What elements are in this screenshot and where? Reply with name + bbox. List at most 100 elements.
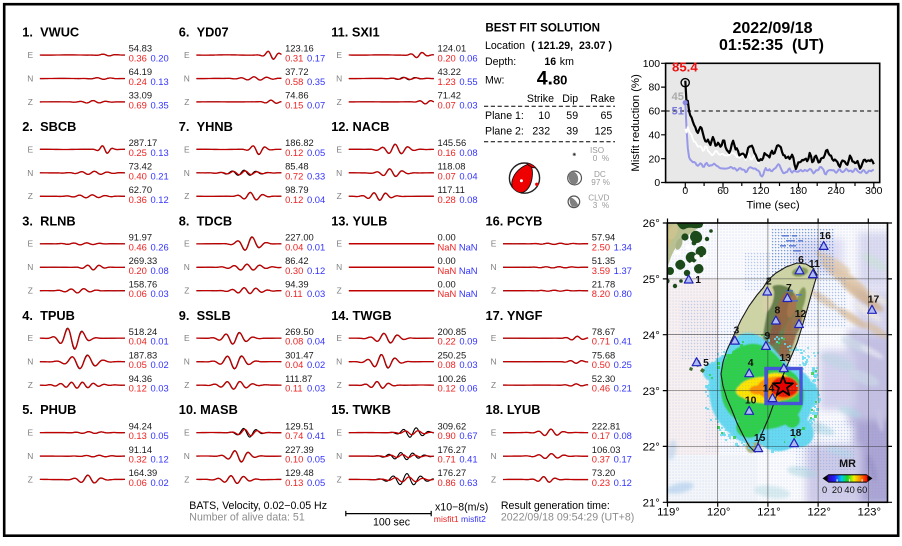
svg-text:N: N: [490, 357, 496, 367]
svg-text:0.12: 0.12: [150, 194, 168, 205]
svg-text:0.09: 0.09: [459, 336, 477, 347]
svg-text:BEST FIT SOLUTION: BEST FIT SOLUTION: [485, 21, 600, 34]
svg-text:10. MASB: 10. MASB: [179, 402, 238, 417]
svg-text:62.70: 62.70: [129, 184, 152, 195]
svg-text:E: E: [491, 239, 497, 249]
svg-text:17: 17: [868, 295, 880, 306]
svg-text:Z: Z: [337, 286, 342, 296]
svg-text:N: N: [490, 262, 496, 272]
svg-text:0.06: 0.06: [459, 53, 477, 64]
svg-text:158.76: 158.76: [129, 278, 158, 289]
svg-text:0.41: 0.41: [307, 430, 325, 441]
svg-text:0.12: 0.12: [307, 265, 325, 276]
svg-text:176.27: 176.27: [438, 444, 467, 455]
svg-text:0.15: 0.15: [285, 99, 303, 110]
svg-text:0.35: 0.35: [307, 76, 325, 87]
svg-text:Plane 1:: Plane 1:: [485, 110, 524, 122]
svg-text:14. TWGB: 14. TWGB: [331, 308, 391, 323]
svg-text:10: 10: [538, 110, 550, 122]
svg-text:0.46: 0.46: [129, 241, 147, 252]
svg-text:0.04: 0.04: [285, 241, 303, 252]
svg-text:20: 20: [832, 485, 842, 495]
svg-text:E: E: [28, 144, 34, 154]
svg-text:0: 0: [682, 186, 688, 197]
svg-text:8: 8: [775, 305, 781, 316]
svg-text:N: N: [336, 451, 342, 461]
svg-text:91.97: 91.97: [129, 232, 152, 243]
svg-text:Mw:: Mw:: [485, 74, 504, 86]
svg-text:0.02: 0.02: [307, 359, 325, 370]
svg-text:Strike: Strike: [527, 93, 554, 105]
svg-text:3 %: 3 %: [593, 201, 609, 210]
svg-text:0.31: 0.31: [285, 53, 303, 64]
svg-text:2022/09/18 09:54:29 (UT+8): 2022/09/18 09:54:29 (UT+8): [501, 512, 634, 524]
svg-text:0.36: 0.36: [129, 194, 147, 205]
svg-text:E: E: [336, 333, 342, 343]
svg-text:N: N: [27, 168, 33, 178]
svg-text:1. VWUC: 1. VWUC: [22, 25, 79, 40]
svg-text:Z: Z: [337, 191, 342, 201]
svg-text:0.50: 0.50: [592, 359, 610, 370]
svg-text:0.03: 0.03: [150, 288, 168, 299]
svg-text:N: N: [27, 73, 33, 83]
svg-text:0.08: 0.08: [459, 147, 477, 158]
svg-text:0.22: 0.22: [438, 336, 456, 347]
svg-text:0.07: 0.07: [438, 99, 456, 110]
svg-text:0.04: 0.04: [285, 359, 303, 370]
svg-text:0.20: 0.20: [129, 265, 147, 276]
svg-text:0.41: 0.41: [459, 454, 477, 465]
svg-text:0.05: 0.05: [150, 430, 168, 441]
svg-text:2. SBCB: 2. SBCB: [22, 119, 76, 134]
svg-text:232: 232: [532, 126, 550, 138]
svg-text:N: N: [184, 451, 190, 461]
svg-text:Depth:: Depth:: [485, 56, 516, 68]
svg-text:106.03: 106.03: [592, 444, 621, 455]
svg-text:21.78: 21.78: [592, 278, 615, 289]
svg-text:Z: Z: [491, 286, 496, 296]
svg-text:22°: 22°: [643, 442, 660, 454]
svg-text:227.00: 227.00: [285, 232, 314, 243]
svg-text:25°: 25°: [643, 274, 660, 286]
svg-text:0.67: 0.67: [459, 430, 477, 441]
svg-text:164.39: 164.39: [129, 467, 158, 478]
svg-text:Z: Z: [491, 474, 496, 484]
svg-text:0.23: 0.23: [592, 477, 610, 488]
svg-text:0.04: 0.04: [129, 336, 147, 347]
svg-text:97 %: 97 %: [591, 178, 610, 187]
svg-text:16: 16: [544, 56, 556, 68]
svg-text:0.08: 0.08: [150, 265, 168, 276]
svg-text:0.28: 0.28: [438, 194, 456, 205]
svg-text:0.69: 0.69: [129, 99, 147, 110]
svg-text:( 121.29, 23.07 ): ( 121.29, 23.07 ): [531, 40, 612, 52]
svg-text:0.17: 0.17: [307, 53, 325, 64]
svg-text:Z: Z: [337, 380, 342, 390]
svg-text:0.04: 0.04: [459, 170, 477, 181]
svg-text:0.12: 0.12: [614, 477, 632, 488]
svg-text:176.27: 176.27: [438, 467, 467, 478]
svg-text:8.20: 8.20: [592, 288, 610, 299]
svg-text:51.35: 51.35: [592, 255, 615, 266]
svg-text:518.24: 518.24: [129, 326, 158, 337]
svg-text:122°: 122°: [807, 507, 831, 519]
svg-text:CLVD: CLVD: [588, 194, 609, 203]
svg-text:DC: DC: [594, 170, 606, 179]
svg-text:15: 15: [754, 433, 766, 444]
svg-text:11. SXI1: 11. SXI1: [331, 25, 379, 40]
svg-text:12: 12: [795, 309, 807, 320]
svg-text:0.13: 0.13: [285, 477, 303, 488]
svg-text:0.03: 0.03: [459, 359, 477, 370]
svg-text:0.12: 0.12: [129, 383, 147, 394]
svg-text:0.21: 0.21: [614, 383, 632, 394]
svg-text:59: 59: [566, 110, 578, 122]
svg-text:0.11: 0.11: [285, 288, 303, 299]
svg-text:75.68: 75.68: [592, 349, 615, 360]
svg-text:0.72: 0.72: [285, 170, 303, 181]
svg-text:7. YHNB: 7. YHNB: [179, 119, 233, 134]
svg-text:0.03: 0.03: [459, 99, 477, 110]
svg-text:x10−8(m/s): x10−8(m/s): [435, 501, 488, 513]
svg-text:E: E: [184, 428, 190, 438]
svg-text:0.90: 0.90: [438, 430, 456, 441]
svg-text:0.11: 0.11: [285, 383, 303, 394]
svg-text:0.58: 0.58: [285, 76, 303, 87]
svg-text:21°: 21°: [643, 498, 660, 510]
